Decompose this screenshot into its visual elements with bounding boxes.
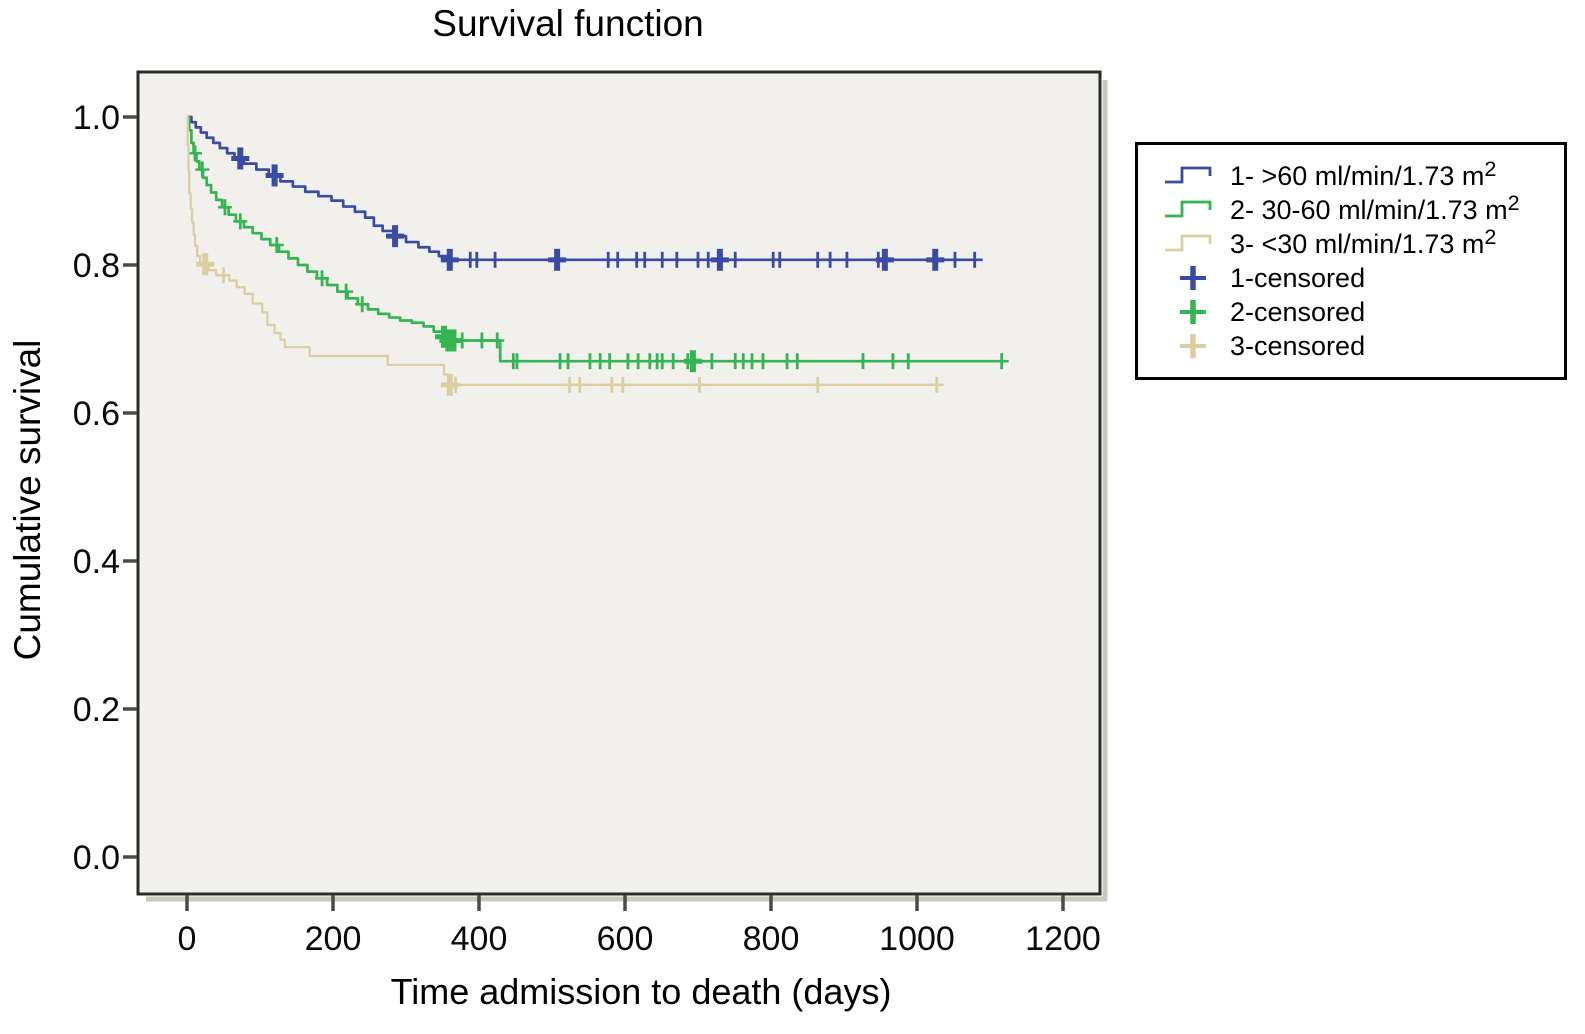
censor-plus-icon xyxy=(610,251,625,268)
censor-plus-icon xyxy=(683,350,702,373)
x-tick-label: 600 xyxy=(597,920,654,958)
censor-plus-icon xyxy=(615,376,630,393)
legend-item-label: 2-censored xyxy=(1230,296,1366,327)
censor-plus-icon xyxy=(728,251,743,268)
x-axis-label: Time admission to death (days) xyxy=(390,971,892,1012)
legend-item-label: 3- <30 ml/min/1.73 m2 xyxy=(1230,223,1497,259)
x-tick-label: 0 xyxy=(178,920,197,958)
step-line-icon xyxy=(1165,234,1212,252)
censor-plus-icon xyxy=(631,353,646,370)
plus-marker-icon xyxy=(1180,334,1206,358)
censor-plus-icon xyxy=(755,353,770,370)
censor-plus-icon xyxy=(269,237,284,254)
survival-step-line xyxy=(187,115,983,262)
censor-plus-icon xyxy=(885,353,900,370)
censor-plus-icon xyxy=(490,332,505,349)
censor-plus-icon xyxy=(474,332,489,349)
censor-plus-icon xyxy=(994,353,1009,370)
censor-plus-icon xyxy=(233,213,248,230)
censor-plus-icon xyxy=(195,161,210,178)
plot-background xyxy=(138,72,1100,894)
censor-plus-icon xyxy=(561,353,576,370)
x-axis-ticks: 0 200 400 600 800 1000 1200 xyxy=(178,895,1101,958)
y-tick-label: 0.8 xyxy=(73,247,120,285)
censor-plus-icon xyxy=(839,251,854,268)
censor-plus-icon xyxy=(355,296,370,313)
x-tick-label: 800 xyxy=(743,920,800,958)
plot-frame xyxy=(136,70,1102,896)
censor-plus-icon xyxy=(440,248,459,271)
censor-plus-icon xyxy=(637,251,652,268)
legend-item-label: 2- 30-60 ml/min/1.73 m2 xyxy=(1230,189,1520,225)
censor-plus-icon xyxy=(810,251,825,268)
legend-item-2: 2- 30-60 ml/min/1.73 m2 xyxy=(1164,189,1564,227)
censor-plus-icon xyxy=(572,376,587,393)
survival-step-line xyxy=(186,115,942,387)
censor-plus-icon xyxy=(455,332,470,349)
plus-marker-icon xyxy=(1180,300,1206,324)
censor-plus-icon xyxy=(448,376,463,393)
x-tick-label: 400 xyxy=(451,920,508,958)
y-tick-label: 1.0 xyxy=(73,99,120,137)
censor-plus-icon xyxy=(926,248,945,271)
censor-plus-icon xyxy=(216,267,231,284)
x-tick-label: 200 xyxy=(305,920,362,958)
censor-plus-icon xyxy=(231,147,250,170)
censor-plus-icon xyxy=(548,248,567,271)
step-line-icon xyxy=(1165,166,1212,184)
y-tick-label: 0.4 xyxy=(73,543,120,581)
censor-plus-icon xyxy=(265,164,284,187)
y-tick-label: 0.6 xyxy=(73,395,120,433)
series-3 xyxy=(186,115,944,396)
censor-plus-icon xyxy=(196,253,215,276)
y-tick-label: 0.0 xyxy=(73,839,120,877)
y-axis-ticks: 0.0 0.2 0.4 0.6 0.8 1.0 xyxy=(73,99,137,877)
legend-item-label: 1- >60 ml/min/1.73 m2 xyxy=(1230,155,1497,191)
legend-item-1: 1- >60 ml/min/1.73 m2 xyxy=(1164,155,1564,193)
plus-marker-icon xyxy=(1180,266,1206,290)
step-line-icon xyxy=(1165,200,1212,218)
legend-item-6: 3-censored xyxy=(1164,329,1564,363)
x-tick-label: 1000 xyxy=(879,920,955,958)
censor-plus-icon xyxy=(315,270,330,287)
censor-plus-icon xyxy=(967,251,982,268)
x-tick-label: 1200 xyxy=(1025,920,1101,958)
censor-plus-icon xyxy=(810,376,825,393)
legend-item-5: 2-censored xyxy=(1164,295,1564,329)
series-1 xyxy=(187,115,983,271)
censor-plus-icon xyxy=(692,376,707,393)
series-2 xyxy=(187,115,1009,373)
censor-plus-icon xyxy=(666,353,681,370)
legend-item-3: 3- <30 ml/min/1.73 m2 xyxy=(1164,223,1564,261)
censor-plus-icon xyxy=(855,353,870,370)
censor-plus-icon xyxy=(655,251,670,268)
censor-plus-icon xyxy=(488,251,503,268)
censor-plus-icon xyxy=(217,199,232,216)
censor-plus-icon xyxy=(704,353,719,370)
censor-plus-icon xyxy=(469,251,484,268)
censor-plus-icon xyxy=(929,376,944,393)
censor-plus-icon xyxy=(901,353,916,370)
legend-box: 1- >60 ml/min/1.73 m2 2- 30-60 ml/min/1.7… xyxy=(1135,142,1567,380)
legend-item-4: 1-censored xyxy=(1164,261,1564,295)
censor-plus-icon xyxy=(710,248,729,271)
censor-plus-icon xyxy=(790,353,805,370)
censor-plus-icon xyxy=(823,251,838,268)
y-tick-label: 0.2 xyxy=(73,691,120,729)
censor-plus-icon xyxy=(509,353,524,370)
censor-plus-icon xyxy=(339,283,354,300)
legend-item-label: 3-censored xyxy=(1230,330,1366,361)
censor-plus-icon xyxy=(947,251,962,268)
y-axis-label: Cumulative survival xyxy=(7,339,48,661)
censor-plus-icon xyxy=(602,353,617,370)
censor-plus-icon xyxy=(772,251,787,268)
censor-plus-icon xyxy=(875,248,894,271)
legend-item-label: 1-censored xyxy=(1230,262,1366,293)
chart-title: Survival function xyxy=(432,3,704,44)
censor-plus-icon xyxy=(188,145,203,162)
censor-plus-icon xyxy=(669,251,684,268)
censor-plus-icon xyxy=(386,225,405,248)
